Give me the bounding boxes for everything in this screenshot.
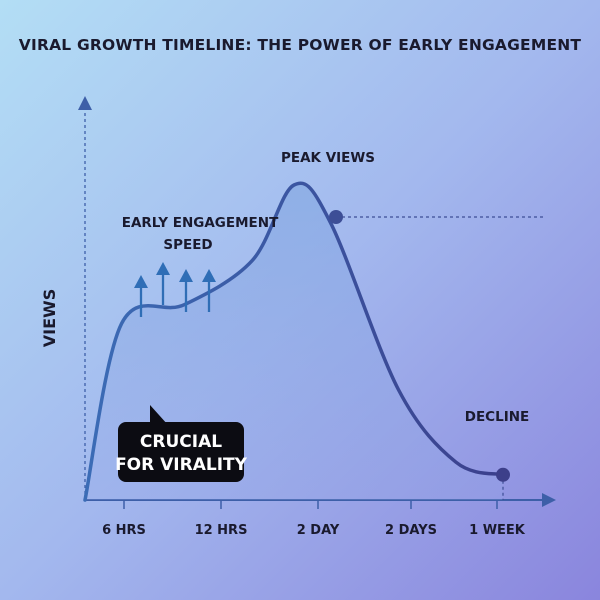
up-arrow-icon (156, 262, 170, 305)
callout-text-line1: CRUCIAL (140, 432, 222, 452)
x-tick-label: 2 DAYS (385, 523, 437, 538)
plot-area (83, 181, 545, 502)
up-arrow-icon (179, 269, 193, 312)
callout-box (118, 422, 244, 482)
up-arrow-icon (134, 275, 148, 317)
peak-views-label: PEAK VIEWS (281, 150, 375, 166)
callout-crucial-for-virality: CRUCIAL FOR VIRALITY (115, 405, 248, 482)
decline-marker (496, 467, 510, 482)
x-tick-label: 2 DAY (297, 523, 340, 538)
x-tick-label: 6 HRS (102, 523, 146, 538)
x-tick-label: 12 HRS (195, 523, 248, 538)
x-axis-arrowhead (542, 493, 556, 507)
callout-text-line2: FOR VIRALITY (115, 455, 248, 475)
up-arrow-icon (202, 269, 216, 312)
callout-pointer (150, 405, 168, 425)
peak-marker (329, 210, 343, 224)
area-fill (85, 183, 503, 500)
x-axis-ticks: 6 HRS 12 HRS 2 DAY 2 DAYS 1 WEEK (102, 500, 526, 538)
engagement-arrows (134, 262, 216, 317)
y-axis-arrowhead (78, 96, 92, 110)
chart-title: VIRAL GROWTH TIMELINE: THE POWER OF EARL… (19, 36, 582, 54)
x-tick-label: 1 WEEK (469, 523, 526, 538)
decline-label: DECLINE (465, 409, 529, 425)
series-line (83, 181, 505, 502)
early-engagement-label-line2: SPEED (163, 237, 212, 253)
y-axis-label: VIEWS (40, 289, 59, 347)
early-engagement-label-line1: EARLY ENGAGEMENT (122, 215, 279, 231)
